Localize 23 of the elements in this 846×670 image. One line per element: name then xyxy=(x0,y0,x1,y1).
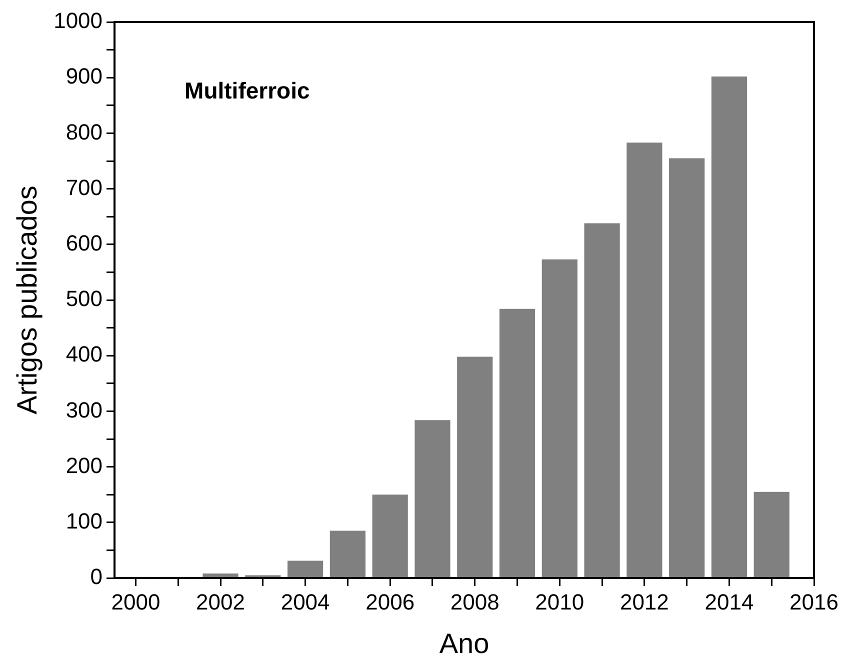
annotation: Multiferroic xyxy=(184,77,310,104)
x-tick-label: 2004 xyxy=(280,589,330,614)
y-tick-label: 700 xyxy=(66,174,103,200)
x-tick-label: 2012 xyxy=(620,589,669,614)
x-tick-label: 2016 xyxy=(790,589,838,614)
y-tick-label: 800 xyxy=(66,119,103,144)
y-tick-label: 0 xyxy=(90,564,103,590)
x-tick-label: 2014 xyxy=(704,589,754,614)
y-tick-label: 100 xyxy=(66,508,103,534)
y-axis-title: Artigos publicados xyxy=(12,186,43,414)
x-tick-label: 2010 xyxy=(535,589,584,614)
y-tick-label: 900 xyxy=(66,64,103,89)
x-tick-label: 2002 xyxy=(196,589,245,614)
x-tick-label: 2008 xyxy=(450,589,500,614)
x-tick-label: 2006 xyxy=(366,589,415,614)
y-tick-label: 400 xyxy=(66,342,103,367)
y-tick-label: 600 xyxy=(66,230,103,256)
x-axis-title: Ano xyxy=(439,628,490,659)
y-tick-label: 300 xyxy=(66,397,103,422)
x-tick-label: 2000 xyxy=(111,589,160,614)
y-tick-label: 1000 xyxy=(54,8,103,34)
y-tick-label: 200 xyxy=(66,452,103,478)
y-tick-label: 500 xyxy=(66,286,103,312)
